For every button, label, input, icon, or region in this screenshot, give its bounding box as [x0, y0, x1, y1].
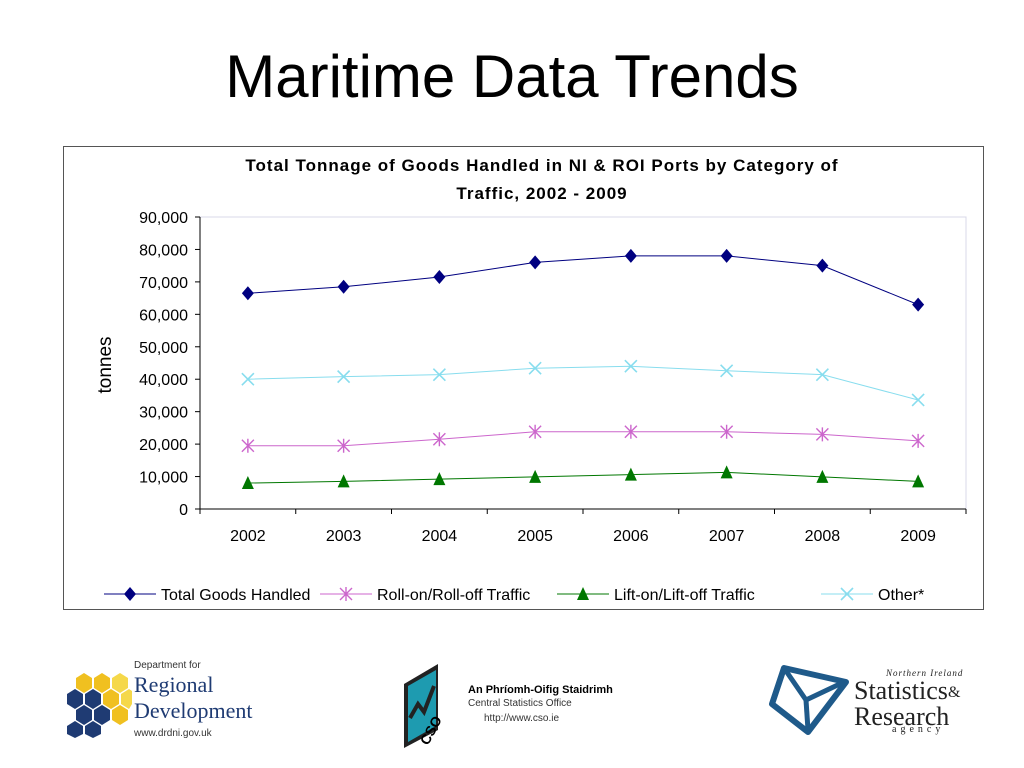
nisra-word2: Research — [854, 702, 950, 731]
data-point — [432, 432, 446, 447]
legend-label: Roll-on/Roll-off Traffic — [377, 587, 530, 604]
cso-emblem-icon: CSO — [404, 664, 445, 748]
data-point — [912, 297, 925, 312]
drd-line3: Development — [134, 698, 253, 723]
y-tick-label: 50,000 — [139, 340, 188, 357]
y-tick-label: 20,000 — [139, 437, 188, 454]
data-point — [624, 424, 638, 439]
line-chart: Total Tonnage of Goods Handled in NI & R… — [95, 156, 967, 604]
y-tick-label: 40,000 — [139, 372, 188, 389]
series-line — [247, 431, 919, 447]
cso-url: http://www.cso.ie — [484, 713, 560, 724]
drd-line2: Regional — [134, 672, 214, 697]
series-layer — [241, 248, 925, 490]
nisra-word1: Statistics — [854, 676, 948, 705]
data-point — [624, 359, 638, 373]
data-point — [529, 255, 542, 270]
data-point — [337, 279, 350, 294]
legend-item: Other* — [821, 587, 924, 604]
drd-url: www.drdni.gov.uk — [134, 728, 212, 739]
x-tick-label: 2002 — [230, 528, 266, 545]
y-tick-label: 70,000 — [139, 275, 188, 292]
chart-title-line2: Traffic, 2002 - 2009 — [456, 184, 627, 203]
series-line — [247, 365, 919, 401]
data-point — [912, 474, 925, 488]
y-tick-label: 10,000 — [139, 470, 188, 487]
data-point — [433, 270, 446, 285]
legend-marker — [577, 587, 589, 600]
legend-label: Lift-on/Lift-off Traffic — [614, 587, 755, 604]
data-point — [815, 427, 829, 442]
data-point — [720, 465, 733, 479]
legend-item: Roll-on/Roll-off Traffic — [320, 587, 530, 604]
data-point — [241, 286, 254, 301]
data-point — [528, 424, 542, 439]
legend-marker — [339, 587, 353, 601]
legend-marker — [124, 587, 136, 601]
data-point — [337, 438, 351, 453]
data-point — [433, 472, 446, 486]
chart-title-line1: Total Tonnage of Goods Handled in NI & R… — [245, 156, 838, 175]
drd-logo: Department for Regional Development www.… — [62, 660, 272, 745]
x-tick-label: 2004 — [422, 528, 458, 545]
data-point — [337, 370, 351, 384]
data-point — [720, 424, 734, 439]
nisra-amp: & — [948, 684, 961, 701]
legend-label: Other* — [878, 587, 924, 604]
data-point — [529, 469, 542, 483]
data-point — [720, 248, 733, 263]
drd-line1: Department for — [134, 660, 201, 671]
y-tick-label: 80,000 — [139, 242, 188, 259]
y-tick-label: 60,000 — [139, 307, 188, 324]
nisra-top: Northern Ireland — [886, 668, 964, 678]
chart-frame: Total Tonnage of Goods Handled in NI & R… — [63, 146, 984, 610]
x-tick-label: 2005 — [517, 528, 553, 545]
data-point — [720, 364, 734, 378]
nisra-logo: Northern Ireland Statistics & Research a… — [768, 660, 968, 742]
y-tick-label: 30,000 — [139, 405, 188, 422]
series-0 — [241, 248, 925, 312]
legend-item: Total Goods Handled — [104, 587, 310, 604]
legend-item: Lift-on/Lift-off Traffic — [557, 587, 755, 604]
cso-logo: CSO An Phríomh-Oifig Staidrimh Central S… — [398, 656, 638, 748]
data-point — [624, 248, 637, 263]
x-tick-label: 2003 — [326, 528, 362, 545]
nisra-triangle-icon — [769, 665, 849, 735]
y-tick-label: 90,000 — [139, 210, 188, 227]
legend-marker — [840, 587, 854, 601]
cso-english: Central Statistics Office — [468, 698, 572, 709]
hexagon-logo-icon — [67, 673, 132, 738]
y-axis-label: tonnes — [95, 336, 116, 393]
x-tick-label: 2007 — [709, 528, 745, 545]
slide-title: Maritime Data Trends — [225, 43, 799, 110]
y-tick-label: 0 — [179, 502, 188, 519]
data-point — [816, 469, 829, 483]
series-3 — [241, 359, 925, 407]
data-point — [337, 474, 350, 488]
x-tick-label: 2006 — [613, 528, 649, 545]
data-point — [241, 476, 254, 490]
chart-legend: Total Goods Handled Roll-on/Roll-off Traf… — [104, 587, 924, 604]
data-point — [815, 368, 829, 382]
x-tick-label: 2008 — [805, 528, 841, 545]
nisra-word3: agency — [892, 724, 945, 735]
series-1 — [241, 424, 925, 453]
cso-irish: An Phríomh-Oifig Staidrimh — [468, 684, 613, 696]
series-2 — [241, 465, 925, 490]
data-point — [241, 372, 255, 386]
data-point — [528, 361, 542, 375]
legend-label: Total Goods Handled — [161, 587, 310, 604]
plot-area — [199, 216, 967, 510]
data-point — [911, 433, 925, 448]
data-point — [432, 368, 446, 382]
chart-axes: 0 10,000 20,000 30,000 40,000 50,000 60,000 70,… — [139, 210, 967, 545]
data-point — [911, 393, 925, 407]
x-tick-label: 2009 — [900, 528, 936, 545]
data-point — [241, 438, 255, 453]
data-point — [816, 258, 829, 273]
series-line — [247, 471, 919, 484]
data-point — [624, 467, 637, 481]
series-line — [247, 255, 919, 306]
